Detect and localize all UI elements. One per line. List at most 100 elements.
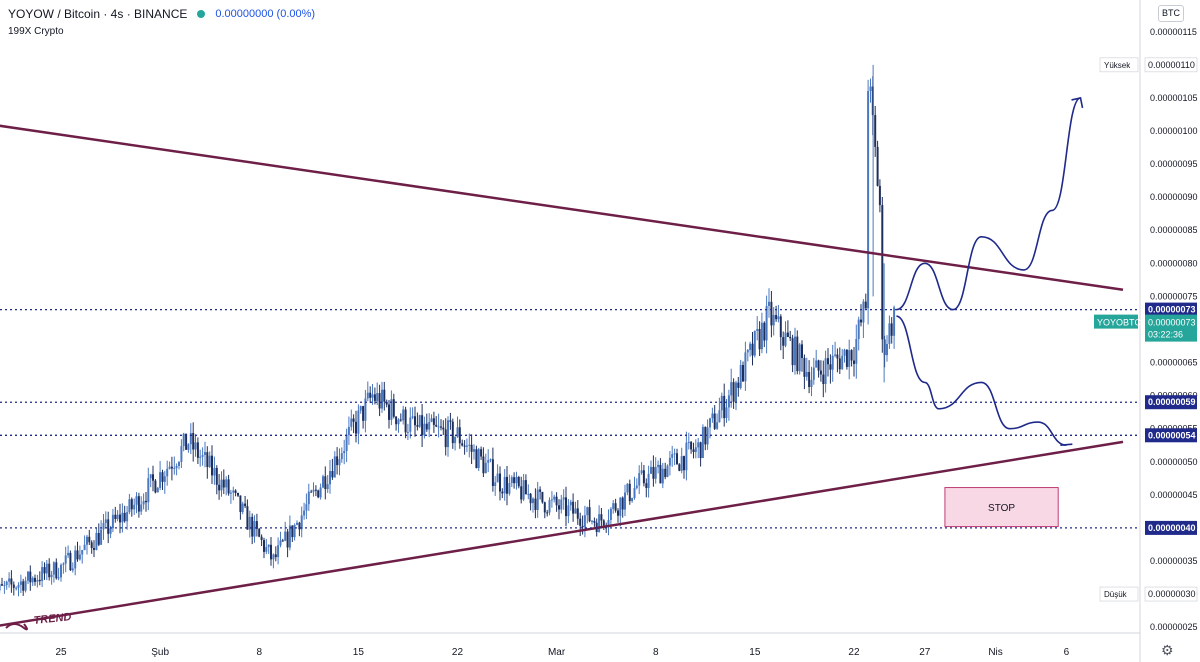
- gear-icon[interactable]: ⚙: [1161, 642, 1174, 658]
- candle-body: [414, 416, 416, 426]
- candle-body: [340, 453, 343, 460]
- candle-body: [798, 344, 801, 372]
- candle-body: [263, 540, 265, 552]
- candle-body: [569, 501, 572, 506]
- candle-body: [270, 544, 272, 560]
- candle-body: [364, 398, 367, 421]
- candle-body: [10, 578, 13, 585]
- price-tick-label: 0.00000100: [1150, 126, 1198, 136]
- candle-body: [517, 477, 520, 487]
- candle-body: [822, 374, 825, 384]
- candle-body: [463, 445, 466, 447]
- candle-body: [567, 505, 570, 517]
- candle-body: [173, 467, 176, 469]
- candle-body: [635, 485, 638, 488]
- candle-body: [286, 531, 289, 548]
- candle-body: [359, 406, 362, 411]
- candle-body: [607, 520, 610, 526]
- candle-body: [147, 478, 150, 503]
- candle-body: [652, 466, 655, 479]
- candle-body: [397, 419, 400, 425]
- candle-body: [522, 480, 525, 500]
- currency-button[interactable]: BTC: [1158, 5, 1184, 22]
- price-change: 0.00000000 (0.00%): [215, 8, 316, 20]
- candle-body: [647, 473, 650, 488]
- candle-body: [0, 584, 1, 591]
- candle-body: [166, 468, 169, 477]
- candle-body: [506, 476, 508, 494]
- candle-body: [496, 473, 499, 483]
- candle-body: [862, 301, 865, 323]
- candle-body: [770, 301, 773, 326]
- candle-body: [69, 552, 72, 571]
- candle-body: [491, 459, 494, 486]
- candle-body: [48, 563, 51, 578]
- candle-body: [255, 521, 258, 529]
- candle-body: [196, 442, 199, 458]
- candle-body: [789, 336, 792, 339]
- candle-body: [161, 472, 164, 482]
- candle-body: [591, 520, 593, 522]
- candle-body: [60, 564, 62, 578]
- candle-body: [857, 319, 860, 339]
- bearish-end-marker: [1060, 443, 1073, 447]
- candle-body: [227, 479, 230, 494]
- candle-body: [768, 301, 770, 306]
- candle-body: [291, 525, 294, 538]
- symbol-title[interactable]: YOYOW / Bitcoin · 4s · BINANCE: [8, 7, 188, 21]
- candle-body: [385, 401, 388, 405]
- resistance-line: [0, 124, 1124, 291]
- candle-body: [524, 480, 527, 495]
- candle-body: [631, 498, 634, 502]
- candle-body: [477, 449, 480, 468]
- candle-body: [116, 514, 119, 520]
- candle-body: [239, 495, 242, 512]
- candle-body: [805, 372, 808, 377]
- candle-body: [343, 451, 346, 454]
- candle-body: [15, 587, 18, 589]
- level-price-badge: [1145, 428, 1197, 443]
- candle-body: [676, 453, 678, 465]
- candle-body: [310, 491, 313, 493]
- candle-body: [185, 433, 188, 450]
- candle-body: [744, 352, 747, 382]
- candle-body: [277, 545, 280, 558]
- candle-body: [130, 499, 133, 510]
- candle-body: [890, 323, 893, 336]
- candle-body: [409, 417, 412, 432]
- candle-body: [687, 441, 690, 443]
- candle-body: [338, 459, 341, 466]
- price-tick-label: 0.00000035: [1150, 556, 1198, 566]
- candle-body: [886, 344, 888, 356]
- candle-body: [742, 365, 744, 382]
- candle-body: [142, 500, 145, 505]
- current-price-label: 0.00000073: [1148, 318, 1196, 328]
- candle-body: [576, 508, 579, 519]
- candle-body: [29, 571, 32, 583]
- candle-body: [229, 492, 232, 494]
- candle-body: [102, 523, 105, 530]
- candle-body: [418, 415, 421, 427]
- candle-body: [88, 536, 91, 543]
- candle-body: [215, 468, 218, 485]
- candle-body: [1, 584, 3, 586]
- candle-body: [716, 422, 719, 429]
- candle-body: [480, 449, 483, 457]
- candle-body: [213, 468, 216, 476]
- candle-body: [421, 415, 424, 436]
- candle-body: [314, 489, 317, 491]
- candle-body: [543, 502, 546, 513]
- candle-body: [598, 514, 601, 533]
- candle-body: [86, 536, 88, 545]
- candle-body: [558, 505, 560, 510]
- time-tick-label: 15: [749, 647, 761, 658]
- symbol-label: YOYOBTC: [1097, 318, 1142, 328]
- low-price-box: [1144, 586, 1198, 602]
- candle-body: [532, 498, 534, 504]
- candle-body: [784, 332, 787, 346]
- candle-body: [810, 379, 813, 387]
- candle-body: [458, 427, 461, 444]
- candle-body: [237, 492, 239, 496]
- candle-body: [133, 504, 136, 510]
